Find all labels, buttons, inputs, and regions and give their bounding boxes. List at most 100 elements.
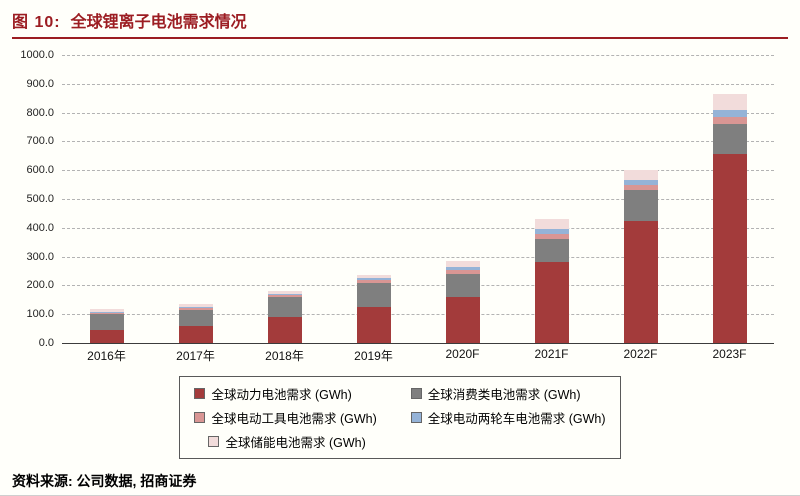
gridline	[62, 141, 774, 143]
x-tick-label: 2019年	[354, 349, 393, 363]
bar-segment	[623, 190, 658, 221]
y-tick-label: 100.0	[26, 308, 54, 321]
stacked-bar-chart: 0.0 100.0 200.0 300.0 400.0 500.0 600.0 700.0 80…	[0, 49, 800, 349]
bar-segment	[534, 233, 569, 240]
gridline	[62, 83, 774, 85]
y-tick-label: 1000.0	[20, 49, 54, 61]
y-tick-label: 600.0	[26, 164, 54, 177]
bar-segment	[356, 274, 391, 279]
x-tick-label: 2020F	[445, 347, 480, 361]
gridline	[62, 285, 774, 287]
legend-swatch	[208, 436, 220, 447]
bar-segment	[623, 184, 658, 191]
stacked-bar	[178, 303, 213, 343]
legend-item: 全球电动两轮车电池需求 (GWh)	[410, 408, 606, 427]
y-tick-label: 900.0	[26, 77, 54, 90]
legend-swatch	[194, 388, 206, 399]
bar-segment	[178, 303, 213, 307]
y-tick-label: 400.0	[26, 221, 54, 234]
y-tick-label: 200.0	[26, 279, 54, 292]
bar-segment	[534, 229, 569, 234]
figure-header: 图 10: 全球锂离子电池需求情况	[12, 8, 788, 39]
stacked-bar	[712, 93, 747, 343]
bar-segment	[534, 239, 569, 263]
y-tick-label: 300.0	[26, 250, 54, 263]
legend-label: 全球动力电池需求 (GWh)	[211, 388, 352, 402]
bar-segment	[89, 311, 124, 313]
y-tick-label: 800.0	[26, 106, 54, 119]
legend-item: 全球消费类电池需求 (GWh)	[410, 384, 606, 403]
gridline	[62, 55, 774, 56]
bar-segment	[445, 267, 480, 270]
legend-label: 全球电动两轮车电池需求 (GWh)	[427, 412, 606, 426]
y-axis-labels: 0.0 100.0 200.0 300.0 400.0 500.0 600.0 700.0 80…	[0, 49, 62, 349]
bar-segment	[267, 296, 302, 318]
bar-segment	[534, 219, 569, 230]
bar-slot	[151, 55, 240, 343]
x-tick-label: 2022F	[623, 347, 658, 361]
legend-swatch	[410, 388, 422, 399]
bar-segment	[89, 309, 124, 312]
bar-segment	[356, 282, 391, 307]
bar-segment	[445, 269, 480, 274]
stacked-bar	[89, 309, 124, 343]
legend-item: 全球电动工具电池需求 (GWh)	[194, 408, 377, 427]
bar-segment	[356, 307, 391, 343]
legend-label: 全球消费类电池需求 (GWh)	[427, 388, 581, 402]
x-tick-label: 2023F	[712, 347, 747, 361]
y-tick-label: 0.0	[38, 337, 54, 349]
legend-label: 全球储能电池需求 (GWh)	[225, 436, 366, 450]
bar-segment	[267, 293, 302, 295]
gridline	[62, 256, 774, 258]
bar-slot	[685, 55, 774, 343]
bar-segment	[445, 273, 480, 297]
bar-slot	[418, 55, 507, 343]
bar-slot	[329, 55, 418, 343]
legend-item: 全球储能电池需求 (GWh)	[208, 432, 376, 451]
stacked-bar	[356, 274, 391, 343]
stacked-bar	[267, 290, 302, 343]
gridlines	[62, 55, 774, 343]
bar-segment	[712, 109, 747, 117]
gridline	[62, 199, 774, 200]
legend: 全球动力电池需求 (GWh) 全球消费类电池需求 (GWh) 全球电动工具电池需求 …	[179, 376, 621, 459]
legend-item: 全球动力电池需求 (GWh)	[194, 384, 376, 403]
gridline	[62, 314, 774, 316]
bar-segment	[712, 116, 747, 125]
bar-slot	[507, 55, 596, 343]
bar-slot	[240, 55, 329, 343]
gridline	[62, 170, 774, 172]
bar-segment	[356, 279, 391, 283]
bar-segment	[178, 307, 213, 310]
plot-area	[62, 55, 774, 344]
x-tick-label: 2016年	[87, 349, 126, 363]
source-note: 资料来源: 公司数据, 招商证券	[12, 473, 197, 489]
bar-segment	[178, 309, 213, 326]
stacked-bar	[445, 260, 480, 343]
bar-segment	[267, 294, 302, 297]
x-tick-label: 2021F	[534, 347, 569, 361]
bar-segment	[623, 220, 658, 343]
bar-slot	[596, 55, 685, 343]
bar-slot	[62, 55, 151, 343]
bar-segment	[445, 260, 480, 268]
x-tick-label: 2018年	[265, 349, 304, 363]
bar-segment	[89, 314, 124, 331]
bar-segment	[89, 330, 124, 343]
legend-swatch	[194, 412, 206, 423]
bar-segment	[89, 312, 124, 315]
gridline	[62, 112, 774, 114]
y-tick-label: 500.0	[26, 193, 54, 205]
bar-segment	[712, 154, 747, 343]
stacked-bar	[623, 170, 658, 343]
y-tick-label: 700.0	[26, 135, 54, 148]
bar-segment	[267, 317, 302, 343]
bar-segment	[267, 290, 302, 294]
figure-title: 全球锂离子电池需求情况	[70, 14, 247, 31]
bar-segment	[712, 124, 747, 155]
bar-segment	[178, 325, 213, 343]
x-axis-labels: 2016年 2017年 2018年 2019年 2020F 2021F 2022F 2023F	[62, 347, 774, 364]
bar-segment	[445, 296, 480, 343]
legend-label: 全球电动工具电池需求 (GWh)	[211, 412, 377, 426]
